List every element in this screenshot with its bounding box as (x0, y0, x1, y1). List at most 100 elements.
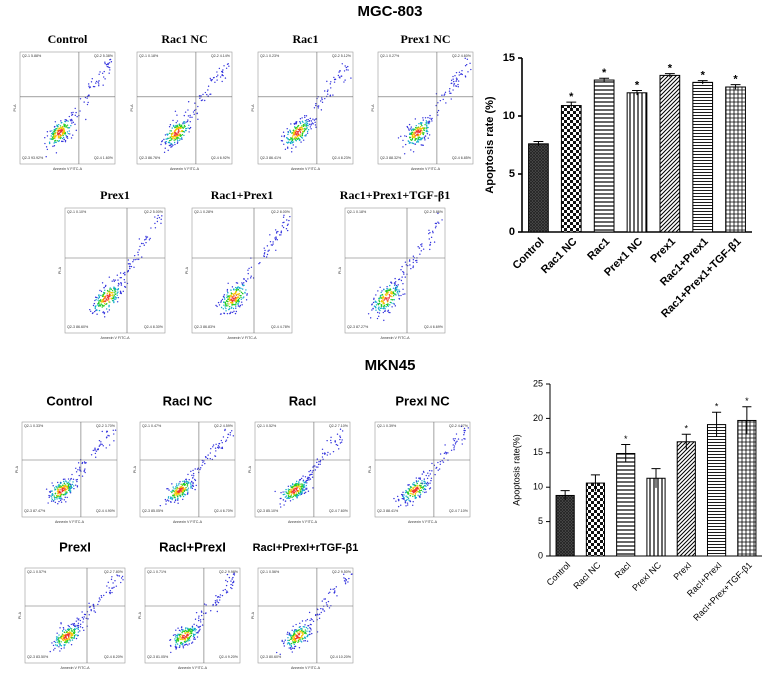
event-dot (319, 463, 321, 465)
event-dot (410, 489, 412, 491)
event-dot (299, 483, 301, 485)
event-dot (175, 629, 177, 631)
event-dot (327, 592, 330, 595)
event-dot (232, 288, 235, 291)
event-dot (235, 286, 237, 289)
event-dot (418, 139, 421, 141)
event-dot (238, 292, 241, 295)
x-axis-label: Annexin V FITC-A (101, 336, 131, 340)
event-dot (249, 277, 252, 279)
event-dot (389, 295, 391, 297)
x-axis-label: Annexin V FITC-A (178, 666, 208, 670)
event-dot (176, 484, 178, 487)
event-dot (400, 135, 402, 138)
event-dot (73, 636, 76, 638)
event-dot (107, 66, 110, 68)
event-dot (129, 265, 131, 268)
event-dot (57, 132, 59, 135)
event-dot (250, 266, 253, 268)
event-dot (231, 311, 234, 314)
event-dot (264, 249, 266, 252)
event-dot (419, 478, 421, 480)
event-dot (295, 132, 297, 135)
event-dot (124, 273, 126, 276)
event-dot (176, 125, 179, 128)
event-dot (417, 140, 419, 142)
event-dot (112, 582, 114, 584)
event-dot (441, 94, 443, 96)
event-dot (183, 644, 186, 646)
event-dot (170, 144, 172, 146)
event-dot (108, 587, 110, 589)
event-dot (98, 301, 100, 303)
x-tick-label: Rac1 (585, 236, 612, 263)
event-dot (192, 475, 195, 477)
event-dot (294, 138, 296, 140)
event-dot (288, 634, 291, 636)
event-dot (227, 436, 229, 439)
event-dot (64, 638, 66, 641)
event-dot (411, 137, 414, 140)
event-dot (288, 647, 290, 649)
event-dot (182, 483, 184, 486)
quadrant-label: Q2-4 6.69% (424, 325, 444, 329)
event-dot (64, 489, 66, 492)
event-dot (71, 634, 74, 636)
event-dot (419, 493, 422, 496)
event-dot (189, 126, 192, 129)
event-dot (67, 628, 70, 630)
event-dot (293, 643, 295, 646)
event-dot (453, 447, 455, 449)
event-dot (243, 296, 245, 298)
event-dot (108, 66, 111, 69)
event-dot (73, 487, 75, 490)
event-dot (410, 126, 413, 128)
event-dot (330, 436, 332, 439)
event-dot (170, 139, 172, 141)
event-dot (46, 135, 49, 137)
event-dot (237, 305, 240, 307)
event-dot (302, 139, 305, 141)
y-tick-label: 25 (533, 378, 543, 388)
event-dot (409, 136, 412, 139)
event-dot (400, 504, 402, 506)
event-dot (106, 436, 108, 438)
event-dot (464, 65, 467, 67)
event-dot (175, 127, 178, 129)
event-dot (180, 641, 183, 644)
event-dot (231, 286, 234, 288)
event-dot (171, 489, 174, 492)
event-dot (210, 447, 212, 450)
event-dot (403, 271, 405, 274)
event-dot (347, 65, 349, 68)
event-dot (389, 284, 391, 287)
event-dot (187, 482, 190, 484)
event-dot (287, 494, 290, 497)
event-dot (455, 80, 457, 82)
quadrant-label: Q2-1 0.57% (27, 570, 47, 574)
event-dot (115, 288, 117, 291)
x-tick-label: PrexI (671, 560, 693, 582)
event-dot (437, 102, 439, 104)
event-dot (174, 639, 177, 642)
event-dot (428, 469, 431, 472)
event-dot (167, 141, 170, 144)
event-dot (129, 267, 131, 270)
event-dot (216, 71, 218, 73)
event-dot (52, 649, 55, 651)
event-dot (108, 301, 110, 303)
event-dot (344, 578, 346, 580)
event-dot (180, 124, 183, 127)
event-dot (226, 312, 229, 315)
y-axis-label: PI-A (133, 465, 137, 473)
event-dot (114, 293, 116, 295)
event-dot (421, 482, 423, 484)
event-dot (417, 132, 419, 134)
event-dot (56, 131, 58, 134)
event-dot (109, 590, 112, 592)
event-dot (58, 640, 61, 642)
event-dot (420, 139, 422, 141)
error-bar (651, 468, 661, 488)
event-dot (217, 74, 219, 76)
event-dot (183, 124, 186, 127)
